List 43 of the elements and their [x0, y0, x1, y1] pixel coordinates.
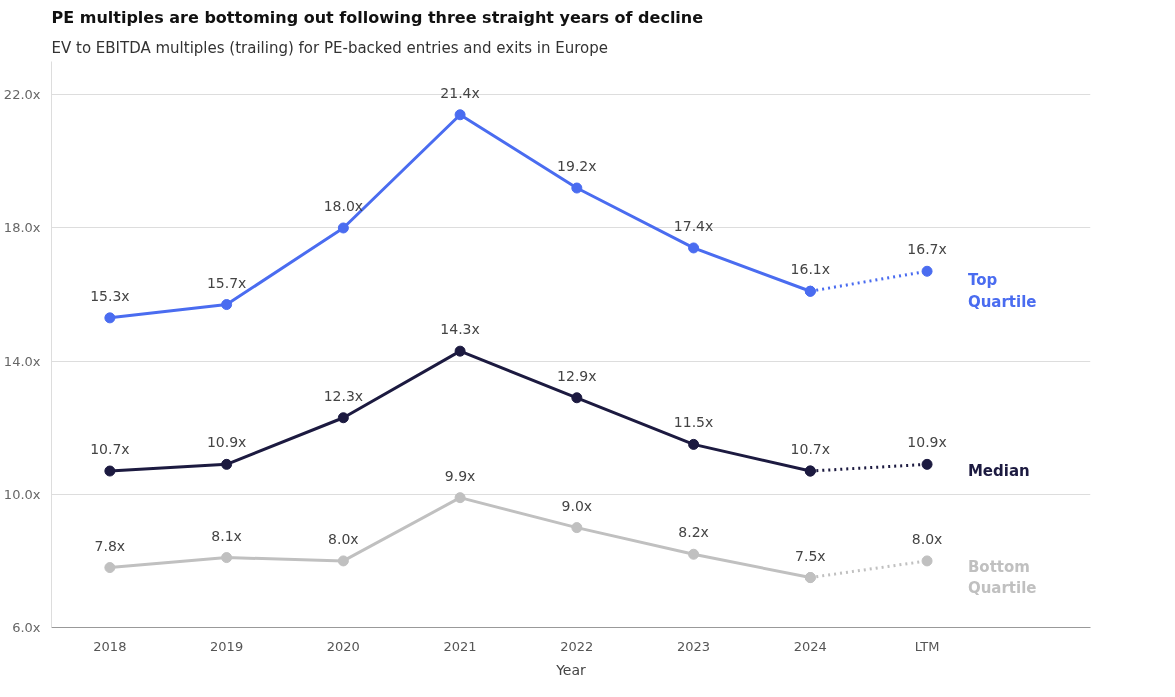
data-label: 15.3x — [90, 287, 130, 304]
text: Median — [967, 462, 1030, 481]
x-tick-label: 2023 — [677, 638, 711, 654]
data-label: 12.9x — [557, 367, 597, 384]
data-label: 7.8x — [94, 537, 126, 554]
x-tick-label: 2020 — [326, 638, 360, 654]
data-label: 7.5x — [795, 547, 826, 564]
data-label: 16.1x — [790, 261, 831, 278]
data-label: 18.0x — [323, 197, 364, 214]
data-label: 10.7x — [790, 441, 831, 458]
x-axis-title: Year — [555, 661, 587, 678]
y-tick-label: 18.0x — [3, 220, 41, 236]
text: Bottom Quartile — [967, 557, 1037, 598]
data-label: 8.0x — [328, 530, 359, 547]
data-label: 8.2x — [678, 524, 709, 541]
x-tick-label: LTM — [914, 638, 940, 654]
y-tick-label: 22.0x — [3, 87, 41, 103]
data-label: 17.4x — [673, 217, 714, 234]
data-label: 12.3x — [323, 387, 364, 404]
data-label: 10.9x — [206, 434, 247, 451]
x-tick-label: 2018 — [93, 638, 127, 654]
x-tick-label: 2022 — [560, 638, 594, 654]
data-label: 16.7x — [907, 241, 947, 258]
data-label: 8.0x — [911, 530, 943, 547]
chart-title: PE multiples are bottoming out following three straight years of decline — [51, 7, 704, 27]
data-label: 9.9x — [444, 467, 476, 484]
y-tick-label: 6.0x — [12, 620, 41, 635]
data-label: 9.0x — [561, 497, 593, 514]
y-tick-label: 14.0x — [3, 353, 41, 369]
x-tick-label: 2021 — [443, 638, 477, 654]
data-label: 10.7x — [90, 441, 130, 458]
data-label: 11.5x — [673, 414, 714, 431]
data-label: 14.3x — [440, 321, 480, 338]
x-tick-label: 2024 — [793, 638, 827, 654]
text: Top Quartile — [967, 271, 1037, 312]
data-label: 15.7x — [206, 274, 247, 291]
data-label: 8.1x — [211, 527, 242, 544]
data-label: 10.9x — [907, 434, 947, 451]
data-label: 21.4x — [440, 84, 480, 101]
y-tick-label: 10.0x — [3, 486, 41, 502]
x-tick-label: 2019 — [210, 638, 244, 654]
chart-subtitle: EV to EBITDA multiples (trailing) for PE-backed entries and exits in Europe — [51, 38, 608, 57]
data-label: 19.2x — [557, 158, 597, 175]
